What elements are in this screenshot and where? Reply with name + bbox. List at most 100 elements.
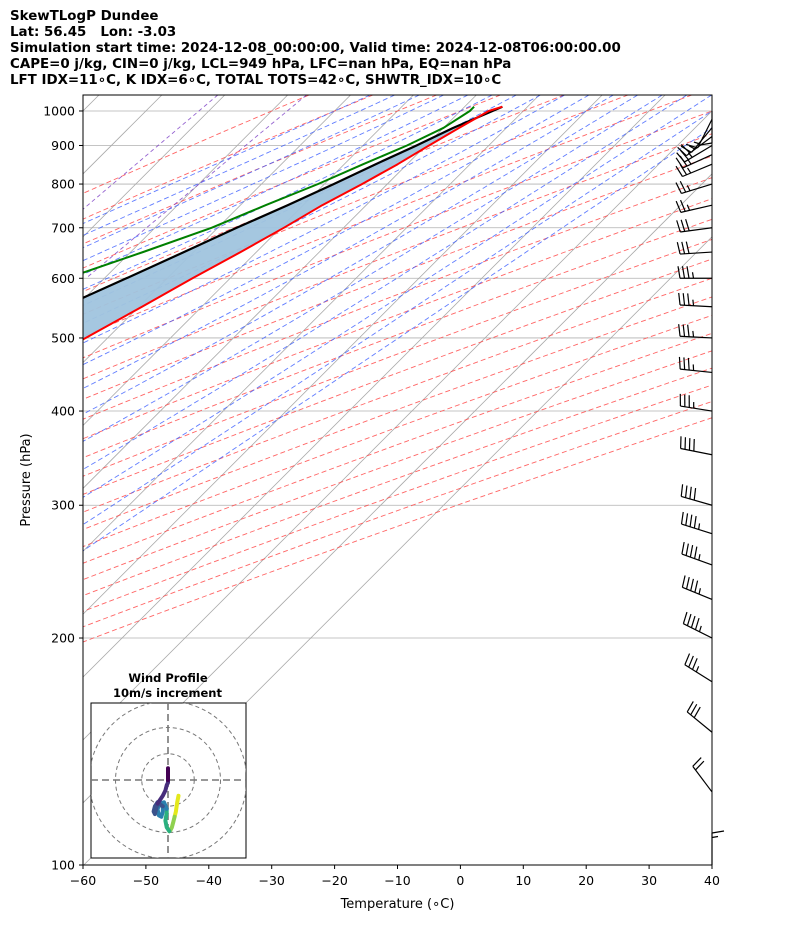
barb-staff: [686, 711, 713, 733]
y-tick-label: 800: [51, 177, 75, 192]
barb-full: [684, 485, 688, 498]
barb-full: [676, 220, 681, 233]
y-tick-label: 200: [51, 631, 75, 646]
barb-full: [675, 182, 682, 194]
y-tick-label: 1000: [43, 103, 75, 118]
y-tick-label: 400: [51, 404, 75, 419]
hodograph-plot: [91, 703, 246, 858]
data-layer: [83, 105, 503, 341]
x-tick-label: 0: [456, 873, 464, 888]
barb-full: [685, 543, 689, 556]
barb-staff: [684, 144, 713, 163]
barb-half: [698, 554, 701, 561]
x-tick-label: −40: [196, 873, 222, 888]
barb-half: [686, 185, 691, 192]
isotherm-line: [83, 95, 666, 678]
barb-full: [694, 546, 698, 559]
barb-full: [682, 293, 686, 306]
barb-staff: [692, 765, 713, 793]
wind-barb: [681, 541, 713, 566]
wind-barb: [681, 575, 713, 601]
barb-staff: [697, 118, 713, 149]
barb-half: [698, 625, 702, 632]
hodograph-subtitle: 10m/s increment: [113, 686, 222, 700]
barb-full: [678, 356, 681, 370]
dry-adiabat-line: [83, 401, 712, 628]
barb-full: [681, 541, 685, 555]
barb-full: [675, 200, 682, 213]
barb-half: [692, 299, 695, 306]
wind-barb: [686, 701, 713, 733]
moist-adiabat-line: [83, 95, 638, 415]
barb-staff: [681, 553, 713, 566]
x-tick-label: −50: [133, 873, 159, 888]
barb-full: [680, 219, 686, 232]
barb-staff: [680, 405, 713, 412]
barb-half: [698, 523, 701, 530]
dry-adiabat-line: [83, 95, 565, 293]
dry-adiabat-line: [83, 110, 712, 359]
y-tick-label: 500: [51, 330, 75, 345]
barb-staff: [681, 183, 713, 195]
barb-full: [687, 293, 690, 306]
barb-staff: [680, 368, 713, 374]
isotherm-line: [83, 95, 477, 489]
dry-adiabat-line: [83, 277, 712, 513]
wind-barb: [679, 393, 713, 412]
isotherm-line: [83, 95, 100, 112]
x-tick-label: −20: [321, 873, 347, 888]
time-text: Simulation start time: 2024-12-08_00:00:…: [10, 41, 621, 56]
barb-full: [686, 701, 694, 713]
barb-full: [685, 577, 690, 590]
mixing-ratio-line: [85, 95, 307, 279]
wind-barbs: [675, 110, 725, 865]
barb-full: [682, 611, 688, 624]
barb-half: [698, 588, 701, 595]
x-tick-label: 30: [641, 873, 657, 888]
barb-full: [680, 144, 691, 154]
barb-full: [690, 703, 698, 716]
barb-full: [675, 165, 683, 177]
axes: −60 −50 −40 −30 −20 −10 0 10 20 30 40 1000 900 800 700…: [19, 103, 720, 912]
wind-barb: [678, 292, 713, 308]
barb-full: [679, 155, 688, 167]
dry-adiabat-line: [83, 258, 712, 495]
barb-staff: [680, 447, 713, 456]
barb-full: [692, 757, 702, 767]
x-tick-label: 20: [578, 873, 594, 888]
barb-half: [691, 272, 695, 279]
wind-barb: [678, 356, 713, 374]
wind-barb: [676, 219, 713, 233]
dry-adiabat-line: [83, 95, 374, 220]
barb-staff: [681, 495, 713, 506]
dry-adiabat-line: [83, 332, 712, 564]
temperature-profile-line: [83, 105, 503, 341]
hodograph-trace: [155, 778, 170, 806]
barb-staff: [681, 523, 713, 535]
cape-indices-text: CAPE=0 j/kg, CIN=0 j/kg, LCL=949 hPa, LF…: [10, 57, 512, 72]
barb-full: [687, 324, 690, 337]
location-text: Lat: 56.45 Lon: -3.03: [10, 25, 177, 40]
barb-full: [689, 514, 693, 527]
isotherm-line: [83, 110, 712, 741]
barb-half: [687, 167, 692, 174]
moist-adiabat-line: [83, 95, 590, 366]
barb-full: [680, 511, 684, 525]
hodograph-title: Wind Profile: [128, 671, 208, 685]
barb-full: [693, 706, 701, 718]
barb-staff: [680, 251, 713, 255]
wind-barb: [675, 163, 713, 178]
barb-full: [679, 180, 687, 193]
barb-full: [711, 830, 725, 834]
wind-barb: [692, 757, 713, 793]
y-tick-label: 700: [51, 220, 75, 235]
barb-full: [682, 324, 686, 337]
barb-full: [693, 515, 697, 529]
barb-staff: [682, 154, 713, 169]
barb-staff: [682, 586, 713, 601]
moist-adiabat-line: [83, 127, 712, 552]
barb-full: [694, 617, 700, 630]
dry-adiabat-line: [83, 177, 712, 420]
barb-full: [691, 658, 698, 670]
dry-adiabat-line: [83, 95, 437, 245]
